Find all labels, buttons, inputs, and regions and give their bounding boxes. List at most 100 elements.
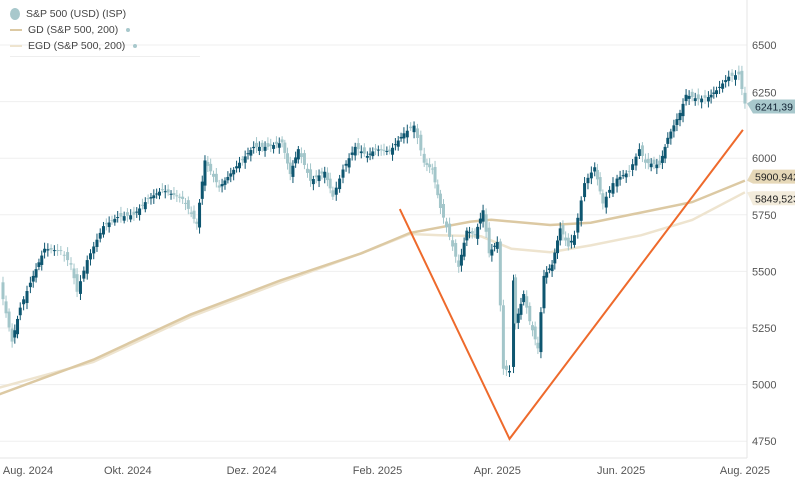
candle-body [441, 203, 445, 218]
candle-body [498, 241, 502, 306]
dot-icon [126, 28, 131, 32]
grid [0, 44, 747, 442]
candle-body [484, 214, 488, 232]
candle-body [344, 163, 348, 166]
candle-body [88, 253, 92, 260]
candle-body [243, 156, 247, 163]
candle-body [468, 232, 472, 234]
candle-body [530, 325, 534, 331]
candle-body [438, 193, 442, 209]
candle-body [309, 169, 313, 181]
candle-body [564, 237, 568, 241]
gd-line [0, 179, 746, 396]
candle-body [85, 260, 89, 274]
candle-body [740, 70, 744, 89]
candle-body [687, 95, 691, 99]
candle-body [561, 224, 565, 235]
circle-icon [10, 8, 20, 20]
x-tick-label: Aug. 2024 [3, 465, 53, 477]
annotation [398, 129, 744, 441]
candle-body [379, 149, 383, 151]
y-tick-label: 5500 [752, 266, 776, 278]
x-tick-label: Apr. 2025 [474, 465, 521, 477]
candle-body [192, 210, 196, 219]
candle-body [528, 305, 532, 322]
candle-body [13, 330, 17, 338]
candle-body [631, 164, 635, 170]
dot-icon [133, 44, 138, 48]
candle-body [436, 184, 440, 196]
candle-body [457, 260, 461, 267]
candle-body [232, 169, 236, 175]
candle-body [396, 140, 400, 147]
candle-body [25, 291, 29, 304]
candle-body [37, 262, 41, 267]
candle-body [209, 163, 213, 172]
candle-body [658, 160, 662, 165]
candle-body [402, 133, 406, 139]
candle-body [487, 227, 491, 254]
candle-body [652, 159, 656, 165]
candle-body [294, 157, 298, 164]
candle-body [709, 94, 713, 98]
legend: S&P 500 (USD) (ISP) GD (S&P 500, 200) EG… [10, 6, 200, 57]
candle-body [325, 172, 329, 181]
egd-value-label-bg [747, 191, 795, 206]
x-tick-label: Jun. 2025 [597, 465, 645, 477]
candle-body [550, 264, 554, 272]
candle-body [566, 237, 570, 247]
candle-body [283, 142, 287, 153]
candle-body [365, 155, 369, 158]
candle-body [152, 195, 156, 199]
x-tick-label: Feb. 2025 [353, 465, 403, 477]
egd-value-label: 5849,523 [755, 193, 795, 205]
legend-item-egd[interactable]: EGD (S&P 500, 200) [10, 38, 200, 54]
candle-body [34, 269, 38, 278]
candle-body [733, 75, 737, 80]
candle-body [338, 178, 342, 190]
candle-body [536, 342, 540, 349]
legend-label: EGD (S&P 500, 200) [28, 40, 126, 52]
legend-item-gd[interactable]: GD (S&P 500, 200) [10, 22, 200, 38]
candle-body [399, 136, 403, 139]
candle-body [116, 217, 120, 219]
candle-body [655, 164, 659, 169]
candle-body [672, 125, 676, 132]
candle-body [721, 83, 725, 89]
candle-body [428, 164, 432, 168]
candle-body [476, 226, 480, 239]
candle-body [611, 183, 615, 194]
candle-body [260, 142, 264, 147]
candle-body [663, 146, 667, 159]
candle-body [163, 191, 167, 193]
candle-body [302, 153, 306, 165]
y-tick-label: 6250 [752, 88, 776, 100]
candle-body [75, 274, 79, 292]
candle-body [101, 226, 105, 235]
line-icon [10, 45, 22, 47]
candle-body [272, 145, 276, 149]
candle-body [206, 161, 210, 166]
candle-body [16, 318, 20, 335]
candle-body [579, 200, 583, 221]
candle-body [646, 158, 650, 164]
candle-body [362, 147, 366, 154]
candle-body [669, 131, 673, 139]
candle-body [132, 211, 136, 215]
y-tick-label: 5250 [752, 323, 776, 335]
candle-body [718, 86, 722, 88]
candle-body [252, 146, 256, 149]
candle-body [666, 137, 670, 144]
candle-body [237, 162, 241, 169]
candle-body [542, 275, 546, 309]
candle-body [328, 178, 332, 189]
legend-item-price[interactable]: S&P 500 (USD) (ISP) [10, 6, 200, 22]
candle-body [122, 216, 126, 221]
candle-body [678, 112, 682, 121]
candle-body [200, 181, 204, 199]
candle-body [621, 175, 625, 177]
y-tick-label: 5750 [752, 210, 776, 222]
candle-body [341, 169, 345, 178]
candle-body [160, 189, 164, 191]
candle-body [175, 195, 179, 197]
